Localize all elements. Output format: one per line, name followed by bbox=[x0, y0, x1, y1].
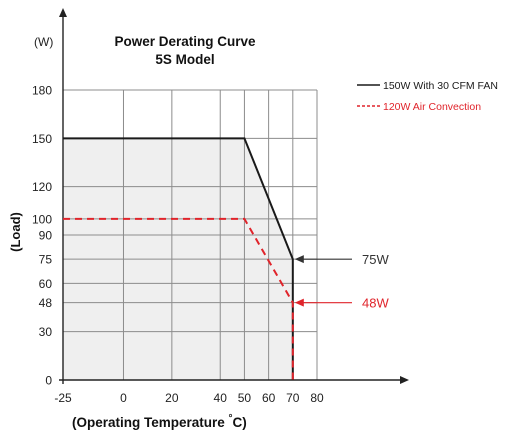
series-line-2 bbox=[63, 217, 294, 380]
x-axis-label-degree: ° bbox=[229, 413, 233, 424]
x-axis-arrow bbox=[400, 376, 409, 384]
x-tick-label-50: 50 bbox=[238, 391, 252, 405]
annotations: 75W 48W bbox=[294, 252, 389, 311]
y-tick-label-30: 30 bbox=[39, 325, 53, 339]
series-lines bbox=[63, 137, 294, 380]
annotation-arrow-head-2 bbox=[294, 298, 304, 307]
series-line-1 bbox=[63, 137, 294, 380]
x-tick-label-20: 20 bbox=[165, 391, 179, 405]
x-axis-label-main: (Operating Temperature bbox=[72, 415, 229, 430]
y-unit-label: (W) bbox=[34, 35, 53, 49]
legend-label-2: 120W Air Convection bbox=[383, 101, 481, 113]
legend: 150W With 30 CFM FAN 120W Air Convection bbox=[357, 80, 498, 113]
y-tick-label-75: 75 bbox=[39, 253, 53, 267]
y-tick-label-0: 0 bbox=[45, 374, 52, 388]
axes bbox=[59, 8, 409, 384]
chart-subtitle: 5S Model bbox=[155, 52, 214, 67]
y-axis-label: (Load) bbox=[8, 212, 23, 252]
y-tick-label-90: 90 bbox=[39, 229, 53, 243]
y-tick-label-100: 100 bbox=[32, 212, 52, 226]
legend-label-1: 150W With 30 CFM FAN bbox=[383, 80, 498, 92]
x-tick-label-70: 70 bbox=[286, 391, 300, 405]
x-tick-label-60: 60 bbox=[262, 391, 276, 405]
x-tick-label-80: 80 bbox=[310, 391, 324, 405]
y-tick-label-60: 60 bbox=[39, 277, 53, 291]
annotation-arrow-head-1 bbox=[294, 255, 304, 264]
y-tick-label-48: 48 bbox=[39, 296, 53, 310]
x-tick-label--25: -25 bbox=[54, 391, 72, 405]
x-axis-label: (Operating Temperature °C) bbox=[72, 413, 247, 430]
x-axis-label-end: C) bbox=[233, 415, 247, 430]
x-tick-label-0: 0 bbox=[120, 391, 127, 405]
x-tick-label-40: 40 bbox=[214, 391, 228, 405]
y-axis-arrow bbox=[59, 8, 67, 17]
annotation-label-2: 48W bbox=[362, 296, 389, 311]
annotation-label-1: 75W bbox=[362, 252, 389, 267]
chart-title: Power Derating Curve bbox=[114, 34, 256, 49]
y-tick-label-180: 180 bbox=[32, 84, 52, 98]
y-tick-label-120: 120 bbox=[32, 180, 52, 194]
y-tick-label-150: 150 bbox=[32, 132, 52, 146]
